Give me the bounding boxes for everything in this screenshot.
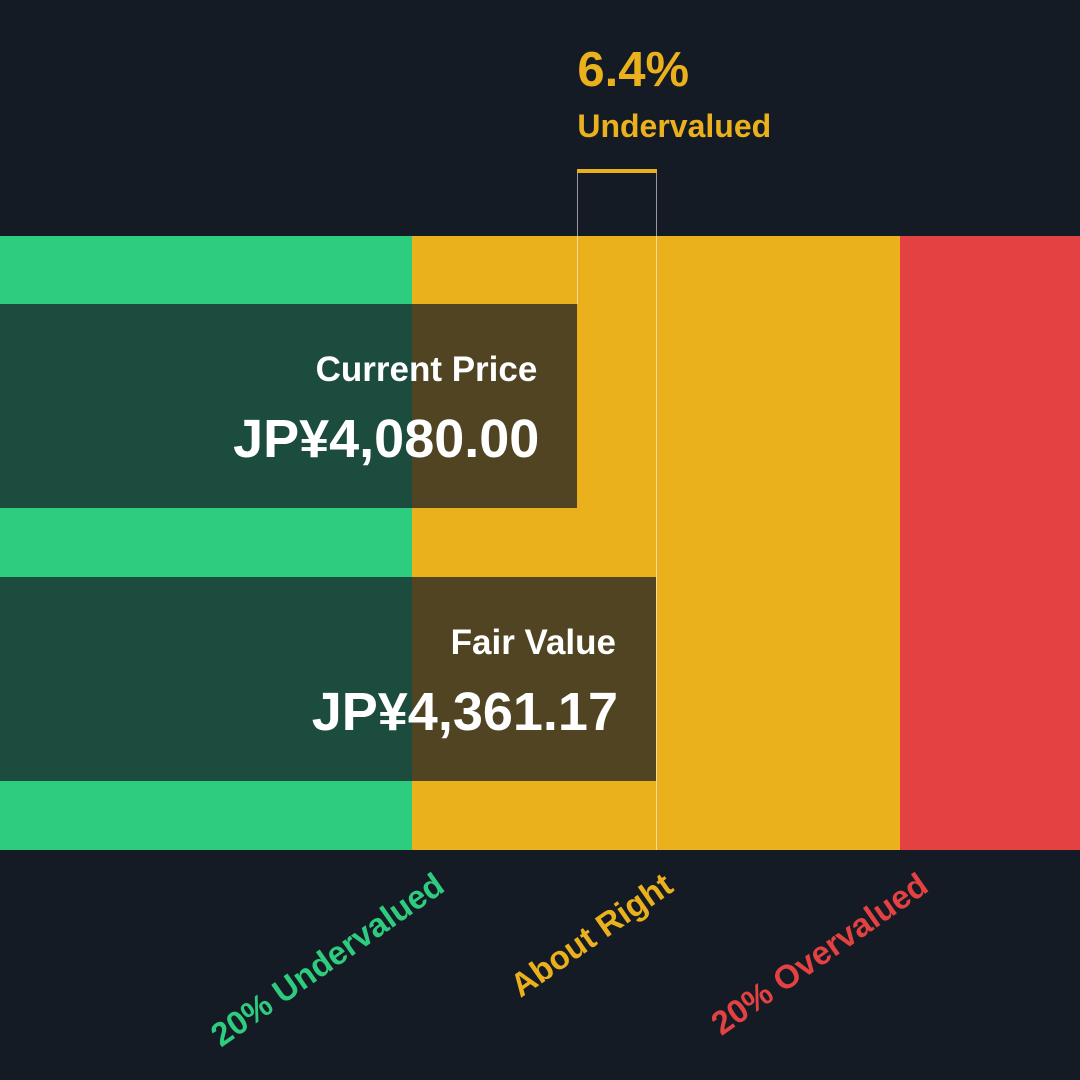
current-price-value: JP¥4,080.00 — [233, 409, 540, 469]
fair-value-value: JP¥4,361.17 — [311, 682, 618, 742]
discount-percent: 6.4% — [577, 43, 690, 97]
zone-label-about-right: About Right — [502, 865, 679, 1005]
current-price-label: Current Price — [315, 350, 538, 389]
discount-marker-right-line — [656, 170, 657, 850]
discount-caption: Undervalued — [577, 108, 772, 144]
fair-value-bar: Fair Value JP¥4,361.17 — [0, 577, 656, 781]
fair-value-label: Fair Value — [450, 623, 616, 662]
discount-marker-cap — [577, 169, 657, 173]
current-price-bar: Current Price JP¥4,080.00 — [0, 304, 578, 508]
zone-label-undervalued: 20% Undervalued — [203, 865, 451, 1054]
zone-overvalued — [900, 236, 1080, 850]
zone-label-overvalued: 20% Overvalued — [704, 865, 935, 1042]
discount-marker-left-line — [577, 170, 579, 304]
